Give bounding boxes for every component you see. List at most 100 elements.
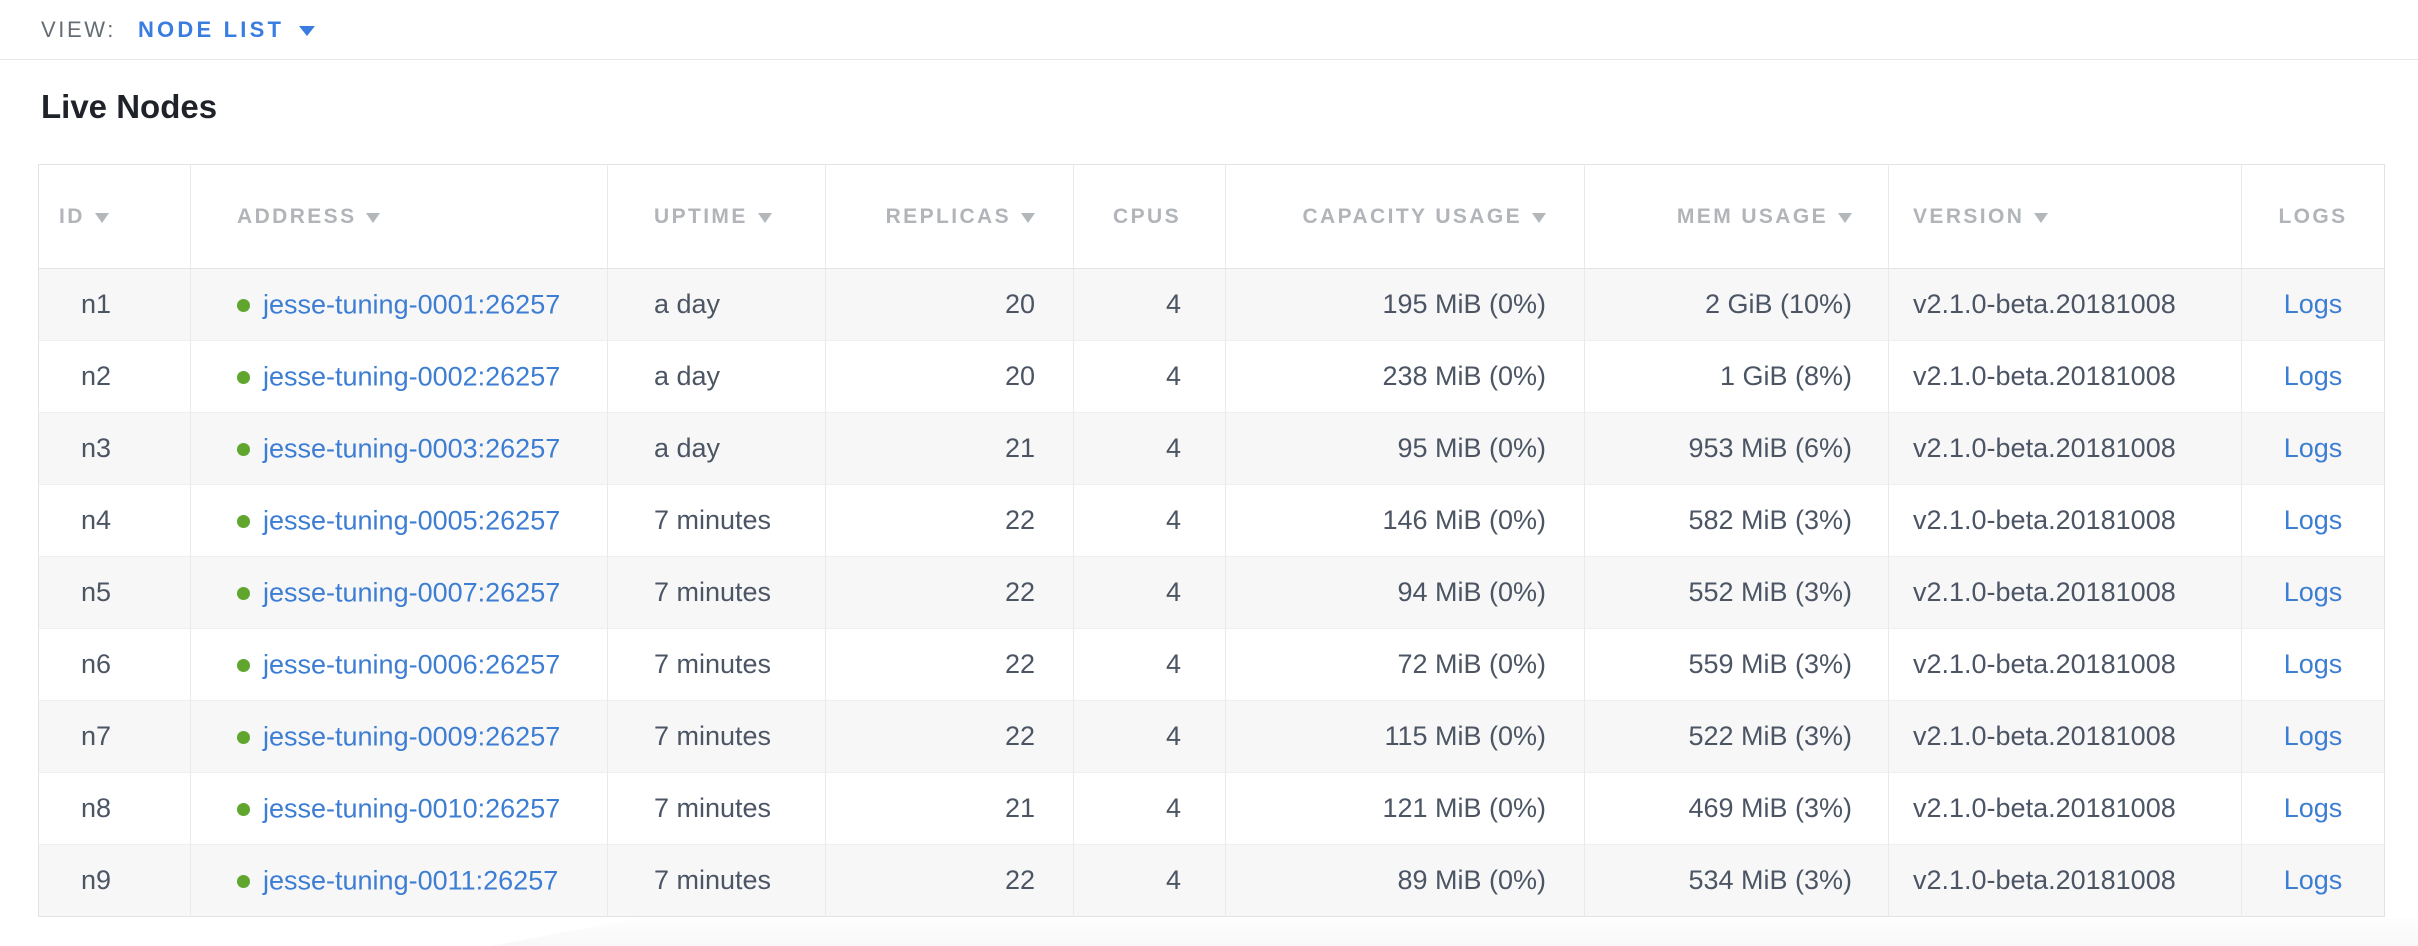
node-uptime-cell: 7 minutes [607, 772, 826, 845]
sort-desc-icon [1838, 212, 1852, 223]
node-logs-link[interactable]: Logs [2283, 505, 2343, 535]
table-header-row: ID ADDRESS UPTIME REPLICAS CPUS CAPACITY… [38, 164, 2385, 269]
node-version-cell: v2.1.0-beta.20181008 [1888, 772, 2242, 845]
node-healthy-icon [237, 658, 250, 672]
node-capacity-cell: 95 MiB (0%) [1225, 412, 1585, 485]
node-replicas-cell: 22 [825, 484, 1074, 557]
view-selected-value: NODE LIST [137, 16, 285, 42]
column-header-logs: LOGS [2241, 164, 2385, 269]
node-version-cell: v2.1.0-beta.20181008 [1888, 700, 2242, 773]
node-address-link[interactable]: jesse-tuning-0006:26257 [263, 649, 561, 680]
node-mem-cell: 534 MiB (3%) [1584, 844, 1889, 917]
node-uptime-cell: a day [607, 340, 826, 413]
node-capacity-cell: 94 MiB (0%) [1225, 556, 1585, 629]
node-address-cell: jesse-tuning-0005:26257 [190, 484, 608, 557]
column-header-capacity-usage[interactable]: CAPACITY USAGE [1225, 164, 1585, 269]
column-header-uptime[interactable]: UPTIME [607, 164, 826, 269]
table-row: n3 jesse-tuning-0003:26257 a day 21 4 95… [38, 412, 2385, 485]
column-header-id[interactable]: ID [38, 164, 191, 269]
node-capacity-cell: 89 MiB (0%) [1225, 844, 1585, 917]
node-address-link[interactable]: jesse-tuning-0001:26257 [263, 289, 561, 320]
sort-desc-icon [94, 212, 109, 223]
node-cpus-cell: 4 [1073, 556, 1226, 629]
node-address-link[interactable]: jesse-tuning-0003:26257 [263, 433, 561, 464]
node-logs-link[interactable]: Logs [2283, 577, 2343, 607]
sort-desc-icon [366, 212, 381, 223]
node-cpus-cell: 4 [1073, 268, 1226, 341]
node-address-link[interactable]: jesse-tuning-0005:26257 [263, 505, 561, 536]
node-address-link[interactable]: jesse-tuning-0010:26257 [263, 793, 561, 824]
node-version-cell: v2.1.0-beta.20181008 [1888, 340, 2242, 413]
node-replicas-cell: 22 [825, 556, 1074, 629]
node-address-link[interactable]: jesse-tuning-0002:26257 [263, 361, 561, 392]
node-logs-link[interactable]: Logs [2283, 649, 2343, 679]
node-logs-cell: Logs [2241, 700, 2385, 773]
node-cpus-cell: 4 [1073, 412, 1226, 485]
node-healthy-icon [237, 874, 250, 888]
node-uptime-cell: 7 minutes [607, 628, 826, 701]
node-logs-cell: Logs [2241, 412, 2385, 485]
node-replicas-cell: 22 [825, 628, 1074, 701]
view-selector[interactable]: NODE LIST [137, 16, 316, 43]
live-nodes-table: ID ADDRESS UPTIME REPLICAS CPUS CAPACITY… [38, 164, 2418, 917]
node-version-cell: v2.1.0-beta.20181008 [1888, 268, 2242, 341]
node-address-cell: jesse-tuning-0006:26257 [190, 628, 608, 701]
node-version-cell: v2.1.0-beta.20181008 [1888, 556, 2242, 629]
node-cpus-cell: 4 [1073, 340, 1226, 413]
table-row: n4 jesse-tuning-0005:26257 7 minutes 22 … [38, 484, 2385, 557]
column-header-address[interactable]: ADDRESS [190, 164, 608, 269]
view-bar: VIEW: NODE LIST [0, 0, 2418, 60]
node-replicas-cell: 20 [825, 340, 1074, 413]
node-mem-cell: 552 MiB (3%) [1584, 556, 1889, 629]
node-logs-link[interactable]: Logs [2283, 793, 2343, 823]
node-mem-cell: 582 MiB (3%) [1584, 484, 1889, 557]
node-address-cell: jesse-tuning-0002:26257 [190, 340, 608, 413]
node-mem-cell: 2 GiB (10%) [1584, 268, 1889, 341]
node-id-cell: n2 [38, 340, 191, 413]
column-header-mem-usage[interactable]: MEM USAGE [1584, 164, 1889, 269]
node-address-cell: jesse-tuning-0007:26257 [190, 556, 608, 629]
node-healthy-icon [237, 730, 250, 744]
node-mem-cell: 522 MiB (3%) [1584, 700, 1889, 773]
table-row: n8 jesse-tuning-0010:26257 7 minutes 21 … [38, 772, 2385, 845]
node-mem-cell: 1 GiB (8%) [1584, 340, 1889, 413]
node-logs-link[interactable]: Logs [2283, 721, 2343, 751]
column-header-cpus: CPUS [1073, 164, 1226, 269]
node-logs-cell: Logs [2241, 340, 2385, 413]
node-cpus-cell: 4 [1073, 484, 1226, 557]
table-row: n1 jesse-tuning-0001:26257 a day 20 4 19… [38, 268, 2385, 341]
table-row: n6 jesse-tuning-0006:26257 7 minutes 22 … [38, 628, 2385, 701]
node-healthy-icon [237, 514, 250, 528]
node-replicas-cell: 22 [825, 844, 1074, 917]
node-healthy-icon [237, 586, 250, 600]
bottom-shadow [490, 918, 2418, 946]
node-healthy-icon [237, 802, 250, 816]
node-id-cell: n9 [38, 844, 191, 917]
node-address-link[interactable]: jesse-tuning-0009:26257 [263, 721, 561, 752]
node-logs-link[interactable]: Logs [2283, 361, 2343, 391]
column-header-replicas[interactable]: REPLICAS [825, 164, 1074, 269]
node-address-cell: jesse-tuning-0011:26257 [190, 844, 608, 917]
chevron-down-icon [299, 25, 316, 36]
node-replicas-cell: 21 [825, 412, 1074, 485]
node-address-link[interactable]: jesse-tuning-0011:26257 [263, 865, 559, 896]
node-id-cell: n4 [38, 484, 191, 557]
sort-desc-icon [2034, 212, 2049, 223]
node-replicas-cell: 21 [825, 772, 1074, 845]
node-logs-link[interactable]: Logs [2283, 865, 2343, 895]
node-logs-link[interactable]: Logs [2283, 289, 2343, 319]
node-uptime-cell: 7 minutes [607, 700, 826, 773]
node-logs-cell: Logs [2241, 556, 2385, 629]
node-address-cell: jesse-tuning-0003:26257 [190, 412, 608, 485]
node-uptime-cell: a day [607, 412, 826, 485]
node-capacity-cell: 115 MiB (0%) [1225, 700, 1585, 773]
node-logs-cell: Logs [2241, 484, 2385, 557]
column-header-version[interactable]: VERSION [1888, 164, 2242, 269]
node-mem-cell: 953 MiB (6%) [1584, 412, 1889, 485]
node-cpus-cell: 4 [1073, 844, 1226, 917]
node-version-cell: v2.1.0-beta.20181008 [1888, 844, 2242, 917]
node-logs-link[interactable]: Logs [2283, 433, 2343, 463]
node-address-link[interactable]: jesse-tuning-0007:26257 [263, 577, 561, 608]
node-id-cell: n8 [38, 772, 191, 845]
node-capacity-cell: 146 MiB (0%) [1225, 484, 1585, 557]
